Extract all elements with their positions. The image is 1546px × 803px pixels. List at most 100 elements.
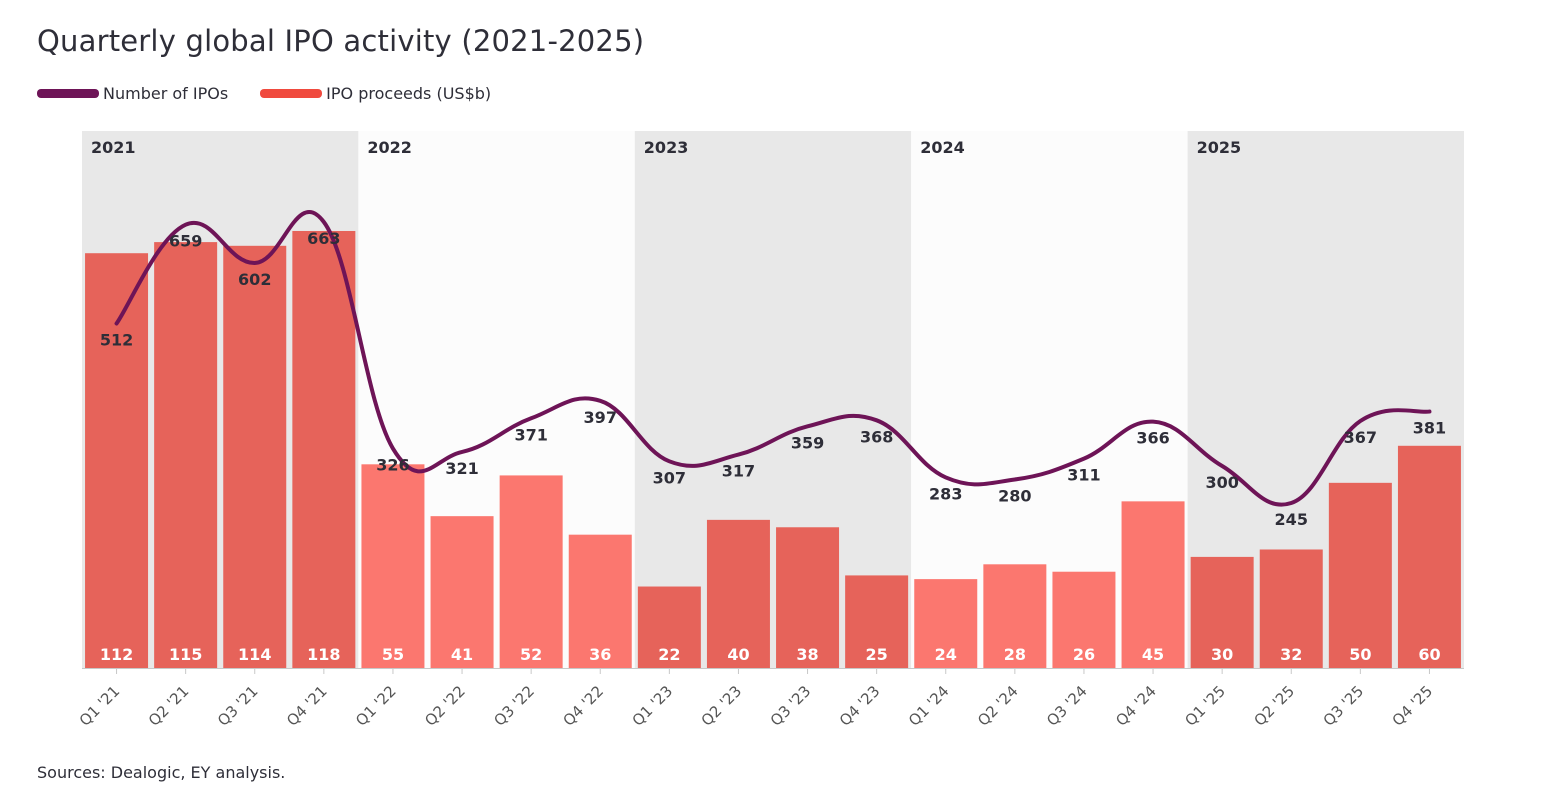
bars (85, 230, 1461, 669)
chart-title: Quarterly global IPO activity (2021-2025… (37, 24, 645, 58)
x-tick-label: Q3 '22 (490, 682, 538, 730)
bar-value-label: 45 (1142, 645, 1164, 664)
x-tick-label: Q2 '25 (1250, 682, 1298, 730)
bar-1 (154, 242, 218, 668)
bar-3 (292, 230, 356, 668)
legend-item-ipo-count: Number of IPOs (37, 84, 228, 103)
bar-5 (430, 516, 494, 668)
x-tick-label: Q1 '25 (1181, 682, 1229, 730)
legend: Number of IPOs IPO proceeds (US$b) (37, 84, 523, 103)
data-labels: 112 115 114 118 55 41 52 36 22 40 38 25 24 28 26 45 30 32… (100, 229, 1446, 664)
bar-14 (1052, 571, 1116, 668)
line-value-label: 512 (100, 331, 133, 350)
x-tick-label: Q2 '24 (974, 682, 1022, 730)
bar-value-label: 25 (866, 645, 888, 664)
legend-label-ipo-proceeds: IPO proceeds (US$b) (326, 84, 492, 103)
bar-12 (914, 579, 978, 668)
year-label-2024: 2024 (920, 138, 965, 157)
line-value-label: 280 (998, 486, 1031, 505)
line-value-label: 321 (445, 459, 478, 478)
line-value-label: 359 (791, 433, 824, 452)
line-value-label: 602 (238, 270, 271, 289)
x-tick-label: Q2 '22 (421, 682, 469, 730)
x-tick-label: Q3 '25 (1320, 682, 1368, 730)
bar-value-label: 38 (796, 645, 818, 664)
line-value-label: 368 (860, 427, 893, 446)
line-value-label: 367 (1344, 428, 1377, 447)
x-tick-label: Q1 '21 (76, 682, 124, 730)
bar-value-label: 114 (238, 645, 271, 664)
bar-16 (1190, 556, 1254, 668)
bar-value-label: 112 (100, 645, 133, 664)
legend-label-ipo-count: Number of IPOs (103, 84, 229, 103)
line-value-label: 245 (1275, 510, 1308, 529)
line-value-label: 311 (1067, 466, 1100, 485)
x-tick-label: Q3 '23 (767, 682, 815, 730)
x-axis: Q1 '21 Q2 '21 Q3 '21 Q4 '21 Q1 '22 Q2 '22 Q3 '… (76, 668, 1464, 730)
x-tick-label: Q3 '24 (1043, 682, 1091, 730)
x-tick-label: Q1 '22 (352, 682, 400, 730)
bar-value-label: 26 (1073, 645, 1095, 664)
year-label-2023: 2023 (644, 138, 689, 157)
year-label-2021: 2021 (91, 138, 136, 157)
bar-9 (706, 519, 770, 668)
bar-2 (223, 245, 287, 669)
line-value-label: 326 (376, 456, 409, 475)
line-value-label: 659 (169, 232, 202, 251)
bar-value-label: 36 (589, 645, 611, 664)
bar-value-label: 60 (1418, 645, 1440, 664)
bar-value-label: 28 (1004, 645, 1026, 664)
legend-item-ipo-proceeds: IPO proceeds (US$b) (260, 84, 491, 103)
bar-value-label: 50 (1349, 645, 1371, 664)
ipo-count-line-path (114, 210, 1432, 507)
x-tick-label: Q1 '24 (905, 682, 953, 730)
bar-value-label: 22 (658, 645, 680, 664)
bar-13 (983, 564, 1047, 668)
bar-value-label: 40 (727, 645, 749, 664)
line-value-label: 397 (584, 408, 617, 427)
line-value-label: 283 (929, 484, 962, 503)
x-tick-label: Q1 '23 (629, 682, 677, 730)
bar-7 (568, 534, 632, 668)
year-label-2022: 2022 (367, 138, 412, 157)
x-tick-label: Q2 '23 (698, 682, 746, 730)
bar-value-label: 30 (1211, 645, 1233, 664)
bar-value-label: 55 (382, 645, 404, 664)
line-value-label: 371 (514, 425, 547, 444)
ipo-count-line (114, 210, 1432, 507)
bar-15 (1121, 501, 1185, 668)
x-tick-label: Q3 '21 (214, 682, 262, 730)
source-note: Sources: Dealogic, EY analysis. (37, 763, 286, 782)
line-value-label: 300 (1205, 473, 1238, 492)
x-tick-label: Q4 '21 (283, 682, 331, 730)
line-value-label: 307 (653, 468, 686, 487)
bar-value-label: 118 (307, 645, 340, 664)
line-value-label: 317 (722, 462, 755, 481)
legend-swatch-bar (260, 89, 323, 98)
bar-10 (776, 527, 840, 668)
bar-8 (637, 586, 701, 668)
x-tick-label: Q4 '22 (559, 682, 607, 730)
x-tick-label: Q4 '25 (1389, 682, 1437, 730)
legend-swatch-line (37, 89, 99, 98)
bar-17 (1259, 549, 1323, 668)
bar-value-label: 32 (1280, 645, 1302, 664)
x-tick-label: Q4 '23 (836, 682, 884, 730)
bar-4 (361, 464, 425, 668)
bar-value-label: 41 (451, 645, 473, 664)
bar-18 (1328, 482, 1392, 668)
year-bands: 2021 2022 2023 2024 2025 (82, 131, 1464, 668)
bar-0 (85, 253, 149, 668)
bar-11 (845, 575, 909, 668)
bar-value-label: 52 (520, 645, 542, 664)
line-value-label: 366 (1136, 429, 1169, 448)
bar-6 (499, 475, 563, 668)
line-value-label: 381 (1413, 419, 1446, 438)
bar-value-label: 115 (169, 645, 202, 664)
bar-19 (1397, 445, 1461, 668)
year-label-2025: 2025 (1197, 138, 1242, 157)
x-tick-label: Q2 '21 (145, 682, 193, 730)
line-value-label: 663 (307, 229, 340, 248)
bar-value-label: 24 (935, 645, 957, 664)
